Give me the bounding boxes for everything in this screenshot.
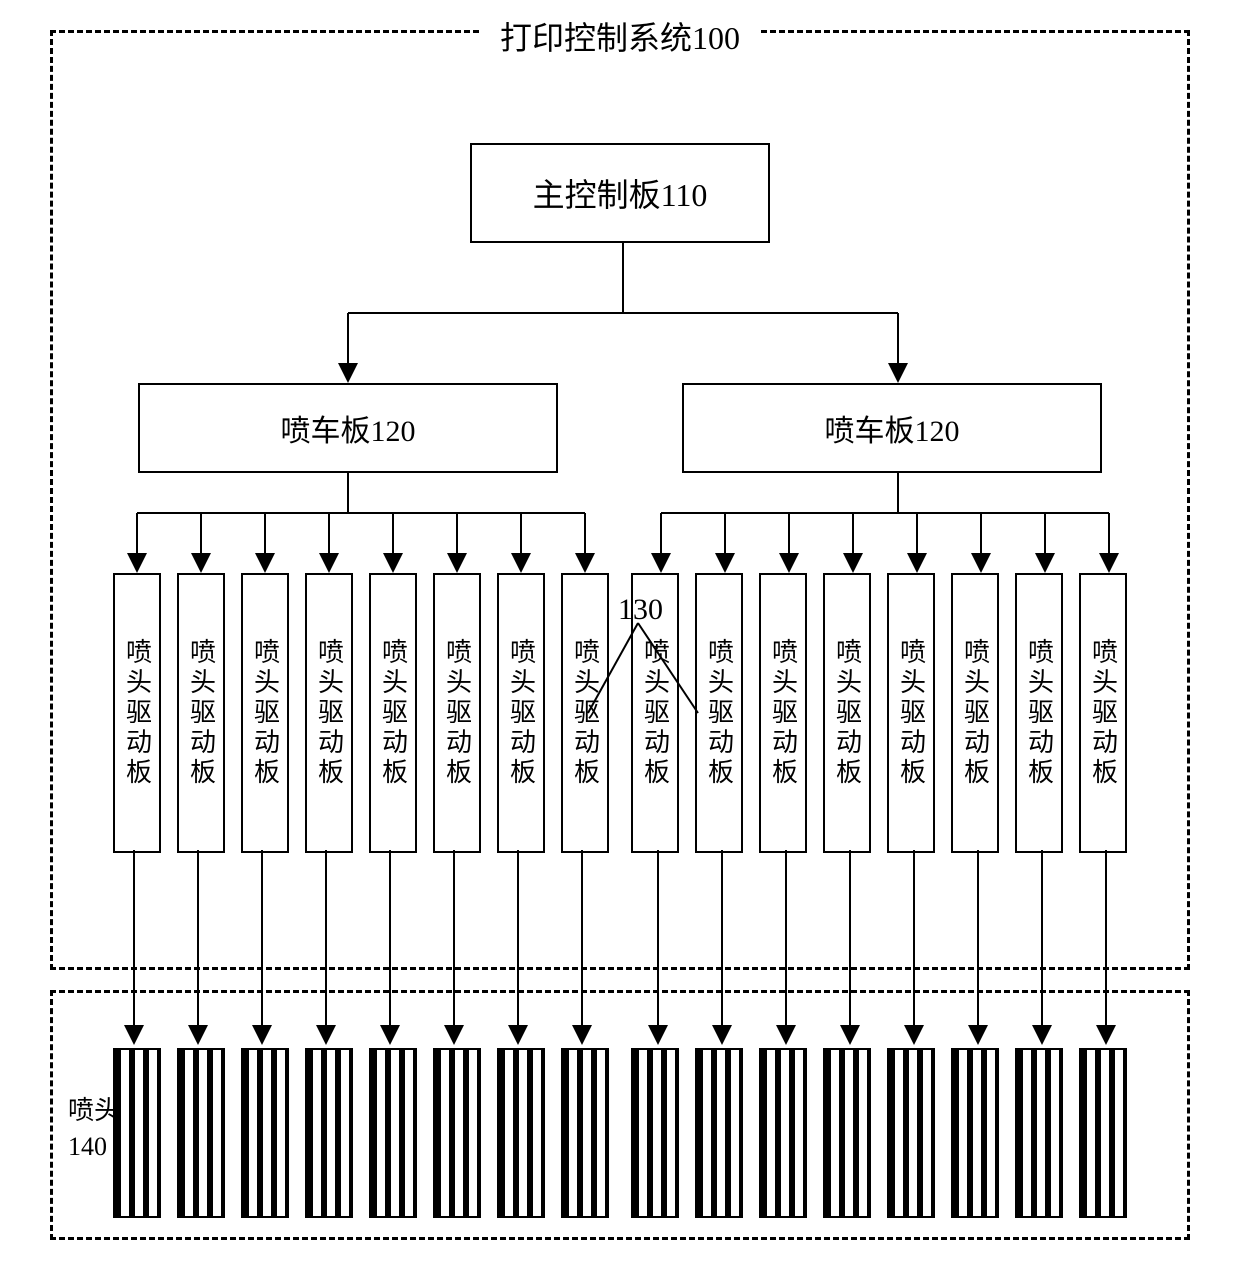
driver-node: 喷头驱动板	[369, 573, 417, 853]
print-head	[113, 1048, 161, 1218]
print-head	[369, 1048, 417, 1218]
head-container: 喷头 140	[50, 990, 1190, 1240]
driver-node: 喷头驱动板	[177, 573, 225, 853]
print-head	[305, 1048, 353, 1218]
driver-node: 喷头驱动板	[561, 573, 609, 853]
system-container: 打印控制系统100 主控制板110 喷车板120 喷车板120 喷头驱动板喷头驱…	[50, 30, 1190, 970]
driver-node: 喷头驱动板	[305, 573, 353, 853]
print-head	[241, 1048, 289, 1218]
system-title: 打印控制系统100	[480, 13, 760, 59]
driver-node: 喷头驱动板	[1015, 573, 1063, 853]
driver-group-left: 喷头驱动板喷头驱动板喷头驱动板喷头驱动板喷头驱动板喷头驱动板喷头驱动板喷头驱动板	[113, 573, 609, 853]
print-head	[887, 1048, 935, 1218]
print-head	[695, 1048, 743, 1218]
print-head	[823, 1048, 871, 1218]
driver-node: 喷头驱动板	[241, 573, 289, 853]
driver-ref-label: 130	[618, 593, 663, 627]
spray-board-left: 喷车板120	[138, 383, 558, 473]
head-group-right	[631, 1048, 1127, 1218]
driver-node: 喷头驱动板	[1079, 573, 1127, 853]
print-head	[951, 1048, 999, 1218]
driver-node: 喷头驱动板	[497, 573, 545, 853]
driver-group-right: 喷头驱动板喷头驱动板喷头驱动板喷头驱动板喷头驱动板喷头驱动板喷头驱动板喷头驱动板	[631, 573, 1127, 853]
print-head	[1079, 1048, 1127, 1218]
driver-node: 喷头驱动板	[759, 573, 807, 853]
driver-node: 喷头驱动板	[113, 573, 161, 853]
main-controller-node: 主控制板110	[470, 143, 770, 243]
driver-node: 喷头驱动板	[823, 573, 871, 853]
driver-node: 喷头驱动板	[695, 573, 743, 853]
print-head	[759, 1048, 807, 1218]
print-head	[497, 1048, 545, 1218]
print-head	[561, 1048, 609, 1218]
driver-node: 喷头驱动板	[433, 573, 481, 853]
print-head	[177, 1048, 225, 1218]
head-group-left	[113, 1048, 609, 1218]
driver-node: 喷头驱动板	[887, 573, 935, 853]
print-head	[433, 1048, 481, 1218]
driver-node: 喷头驱动板	[951, 573, 999, 853]
print-head	[1015, 1048, 1063, 1218]
spray-board-right: 喷车板120	[682, 383, 1102, 473]
print-head	[631, 1048, 679, 1218]
